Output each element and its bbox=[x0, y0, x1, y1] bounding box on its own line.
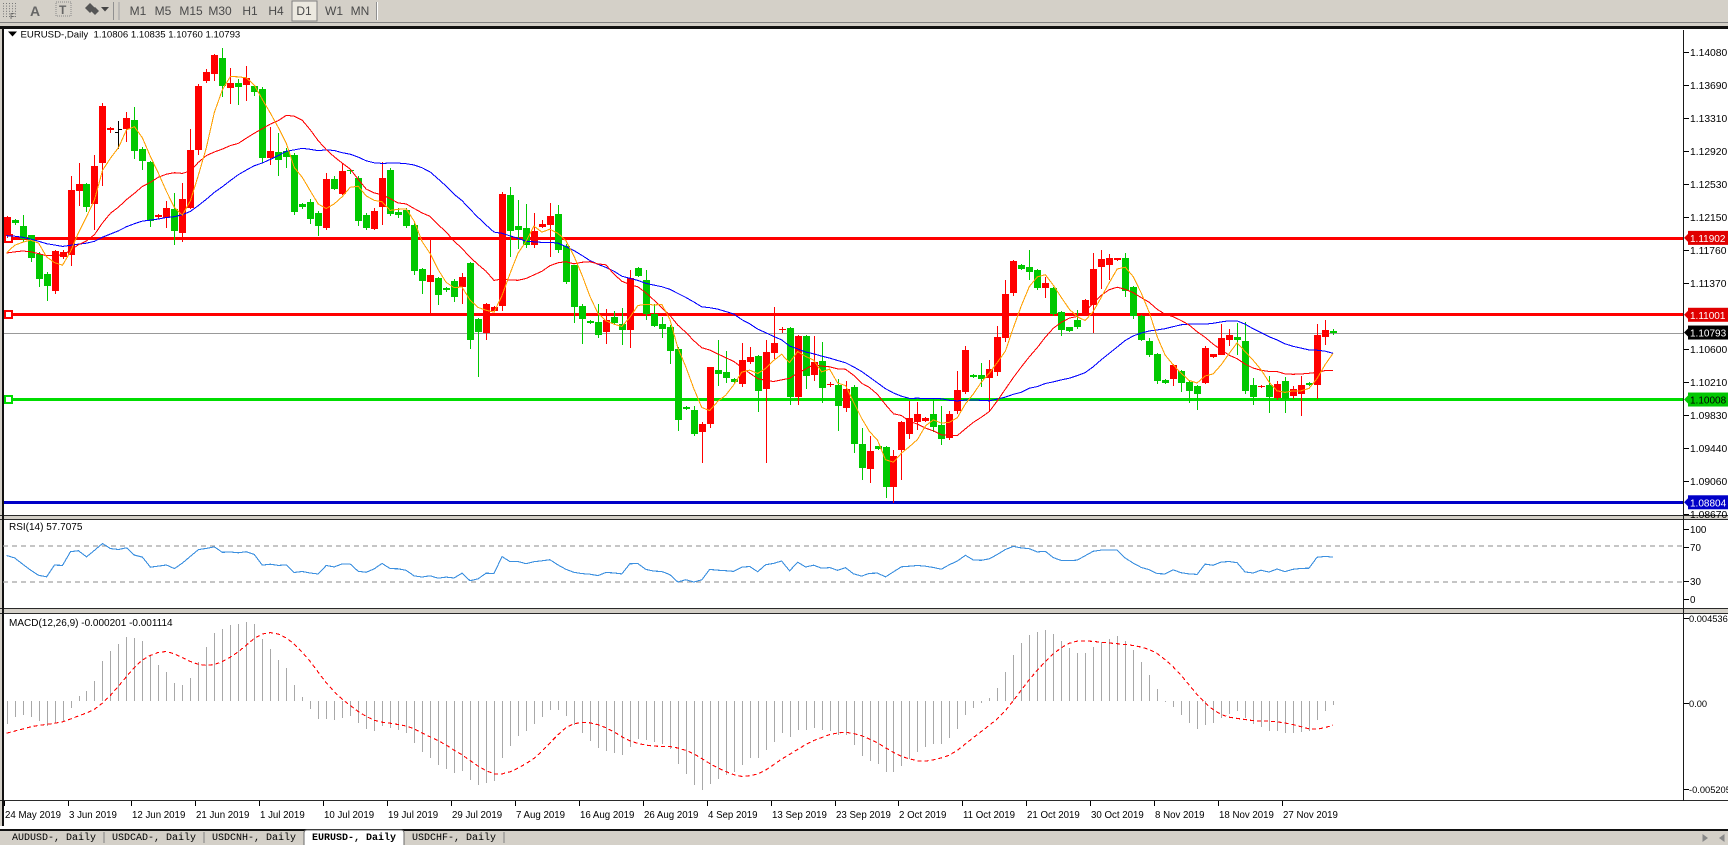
svg-text:EURUSD-,Daily 1.10806 1.10835: EURUSD-,Daily 1.10806 1.10835 1.10760 1.… bbox=[21, 30, 241, 41]
svg-text:12 Jun 2019: 12 Jun 2019 bbox=[132, 810, 185, 821]
svg-text:1.12920: 1.12920 bbox=[1690, 147, 1727, 158]
svg-text:1.11760: 1.11760 bbox=[1690, 246, 1727, 257]
svg-text:USDCNH-, Daily: USDCNH-, Daily bbox=[212, 832, 296, 844]
svg-text:16 Aug 2019: 16 Aug 2019 bbox=[580, 810, 634, 821]
svg-text:100: 100 bbox=[1690, 525, 1707, 536]
svg-text:29 Jul 2019: 29 Jul 2019 bbox=[452, 810, 502, 821]
svg-text:70: 70 bbox=[1690, 543, 1701, 554]
svg-text:19 Jul 2019: 19 Jul 2019 bbox=[388, 810, 438, 821]
svg-text:26 Aug 2019: 26 Aug 2019 bbox=[644, 810, 698, 821]
svg-text:1.09440: 1.09440 bbox=[1690, 444, 1727, 455]
svg-text:30 Oct 2019: 30 Oct 2019 bbox=[1091, 810, 1144, 821]
svg-text:MACD(12,26,9) -0.000201 -0.001: MACD(12,26,9) -0.000201 -0.001114 bbox=[9, 618, 173, 629]
svg-text:RSI(14) 57.7075: RSI(14) 57.7075 bbox=[9, 522, 83, 533]
svg-text:1.12150: 1.12150 bbox=[1690, 213, 1727, 224]
svg-text:D1: D1 bbox=[296, 4, 312, 18]
svg-text:USDCAD-, Daily: USDCAD-, Daily bbox=[112, 832, 196, 844]
svg-text:8 Nov 2019: 8 Nov 2019 bbox=[1155, 810, 1205, 821]
svg-text:18 Nov 2019: 18 Nov 2019 bbox=[1219, 810, 1274, 821]
svg-text:MN: MN bbox=[351, 4, 370, 18]
svg-text:21 Oct 2019: 21 Oct 2019 bbox=[1027, 810, 1080, 821]
svg-text:EURUSD-, Daily: EURUSD-, Daily bbox=[312, 832, 396, 844]
svg-text:0.00: 0.00 bbox=[1689, 699, 1707, 709]
svg-text:2 Oct 2019: 2 Oct 2019 bbox=[899, 810, 946, 821]
svg-text:30: 30 bbox=[1690, 577, 1701, 588]
svg-text:1.13690: 1.13690 bbox=[1690, 81, 1727, 92]
svg-text:-0.005205: -0.005205 bbox=[1689, 785, 1728, 795]
svg-text:1.10600: 1.10600 bbox=[1690, 345, 1727, 356]
svg-text:M30: M30 bbox=[208, 4, 232, 18]
svg-text:M15: M15 bbox=[179, 4, 203, 18]
svg-text:13 Sep 2019: 13 Sep 2019 bbox=[772, 810, 827, 821]
svg-text:4 Sep 2019: 4 Sep 2019 bbox=[708, 810, 758, 821]
svg-text:1.08670: 1.08670 bbox=[1690, 510, 1727, 521]
svg-text:M1: M1 bbox=[130, 4, 147, 18]
svg-text:H1: H1 bbox=[242, 4, 258, 18]
svg-text:1.11902: 1.11902 bbox=[1690, 234, 1726, 245]
svg-text:7 Aug 2019: 7 Aug 2019 bbox=[516, 810, 565, 821]
svg-text:H4: H4 bbox=[268, 4, 284, 18]
svg-text:10 Jul 2019: 10 Jul 2019 bbox=[324, 810, 374, 821]
svg-text:AUDUSD-, Daily: AUDUSD-, Daily bbox=[12, 832, 96, 844]
svg-text:F: F bbox=[10, 12, 15, 21]
svg-text:1.12530: 1.12530 bbox=[1690, 180, 1727, 191]
svg-text:1.14080: 1.14080 bbox=[1690, 48, 1727, 59]
svg-text:1.09060: 1.09060 bbox=[1690, 477, 1727, 488]
svg-text:1.10210: 1.10210 bbox=[1690, 378, 1727, 389]
svg-text:1.08804: 1.08804 bbox=[1690, 498, 1727, 509]
svg-text:27 Nov 2019: 27 Nov 2019 bbox=[1283, 810, 1338, 821]
svg-text:0: 0 bbox=[1690, 595, 1696, 606]
svg-text:1.10008: 1.10008 bbox=[1690, 396, 1727, 407]
svg-text:M5: M5 bbox=[155, 4, 172, 18]
svg-text:W1: W1 bbox=[325, 4, 343, 18]
svg-text:0.004536: 0.004536 bbox=[1689, 614, 1728, 624]
svg-text:1.13310: 1.13310 bbox=[1690, 114, 1727, 125]
svg-text:1.10793: 1.10793 bbox=[1690, 329, 1727, 340]
svg-text:A: A bbox=[30, 3, 40, 19]
svg-text:23 Sep 2019: 23 Sep 2019 bbox=[836, 810, 891, 821]
svg-text:1.11370: 1.11370 bbox=[1690, 279, 1727, 290]
svg-text:3 Jun 2019: 3 Jun 2019 bbox=[69, 810, 117, 821]
svg-text:11 Oct 2019: 11 Oct 2019 bbox=[963, 810, 1015, 821]
svg-text:USDCHF-, Daily: USDCHF-, Daily bbox=[412, 832, 496, 844]
svg-text:21 Jun 2019: 21 Jun 2019 bbox=[196, 810, 249, 821]
svg-text:T: T bbox=[59, 3, 67, 17]
svg-text:1.09830: 1.09830 bbox=[1690, 411, 1727, 422]
svg-text:1.11001: 1.11001 bbox=[1690, 311, 1726, 322]
svg-text:1 Jul 2019: 1 Jul 2019 bbox=[260, 810, 305, 821]
svg-text:24 May 2019: 24 May 2019 bbox=[5, 810, 61, 821]
